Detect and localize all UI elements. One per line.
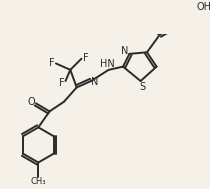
Text: O: O xyxy=(27,97,35,107)
Text: CH₃: CH₃ xyxy=(31,177,46,186)
Text: HN: HN xyxy=(100,59,115,69)
Text: N: N xyxy=(91,77,99,87)
Text: F: F xyxy=(83,53,88,63)
Text: F: F xyxy=(59,78,64,88)
Text: S: S xyxy=(139,82,145,92)
Text: F: F xyxy=(49,58,55,68)
Text: N: N xyxy=(121,46,128,57)
Text: OH: OH xyxy=(197,2,210,12)
